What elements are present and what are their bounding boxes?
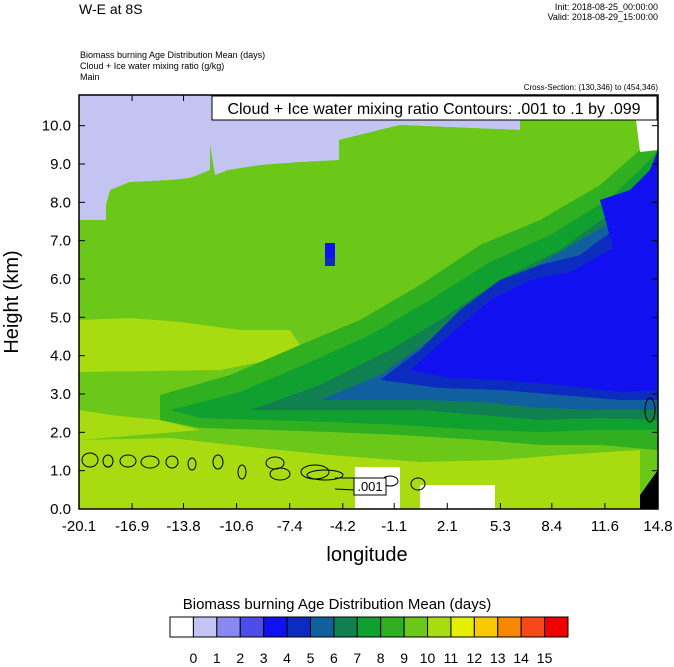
y-axis-tick-labels: 0.0 1.0 2.0 3.0 4.0 5.0 6.0 7.0 8.0 9.0 10.0: [42, 118, 71, 518]
y-tick-label: 7.0: [50, 233, 71, 250]
colorbar-swatch: [263, 616, 288, 638]
contour-label: .001: [357, 479, 382, 494]
colorbar-swatch: [286, 616, 311, 638]
y-tick-label: 0.0: [50, 501, 71, 518]
contour-info-box: [211, 95, 658, 121]
valid-time: Valid: 2018-08-29_15:00:00: [547, 12, 658, 22]
x-tick-label: 11.6: [591, 518, 619, 535]
colorbar-title: Biomass burning Age Distribution Mean (d…: [182, 596, 492, 613]
y-tick-label: 5.0: [50, 309, 71, 326]
y-axis-label: Height (km): [1, 250, 23, 353]
colorbar-swatch: [192, 616, 218, 638]
colorbar-swatch: [380, 616, 405, 638]
colorbar-swatch: [427, 616, 452, 638]
contour-label-box: [353, 477, 387, 496]
x-tick-label: 8.4: [541, 518, 562, 535]
colorbar-label: 5: [306, 650, 315, 666]
colorbar-swatch: [169, 616, 194, 638]
colorbar-swatch: [239, 616, 265, 638]
colorbar-label: 2: [236, 650, 245, 666]
colorbar-swatch: [356, 616, 382, 638]
y-tick-label: 9.0: [50, 156, 71, 173]
colorbar-swatch: [309, 616, 335, 638]
field-description-1: Biomass burning Age Distribution Mean (d…: [80, 50, 266, 60]
x-tick-label: -16.9: [115, 518, 149, 535]
x-tick-label: 5.3: [490, 518, 511, 535]
y-tick-label: 2.0: [50, 424, 71, 441]
colorbar-label: 4: [283, 650, 291, 666]
y-tick-label: 3.0: [50, 386, 71, 403]
cross-section-label: Cross-Section: (130,346) to (454,346): [523, 83, 658, 92]
colorbar-label: 8: [376, 650, 385, 666]
colorbar-label: 9: [400, 650, 409, 666]
contour-info: Cloud + Ice water mixing ratio Contours:…: [227, 101, 640, 118]
colorbar-label: 3: [259, 650, 268, 666]
colorbar-swatch: [473, 616, 499, 638]
y-tick-label: 8.0: [50, 194, 71, 211]
x-tick-label: -4.2: [330, 518, 356, 535]
y-tick-label: 10.0: [42, 118, 71, 135]
colorbar-label: 12: [466, 650, 483, 666]
colorbar-label: 7: [353, 650, 362, 666]
x-axis-tick-labels: -20.1 -16.9 -13.8 -10.6 -7.4 -4.2 -1.1 2.1 5.3 8.…: [62, 518, 673, 535]
y-tick-label: 4.0: [50, 348, 71, 365]
colorbar-label: 6: [329, 650, 338, 666]
init-time: Init: 2018-08-25_00:00:00: [554, 2, 658, 12]
colorbar: [169, 616, 569, 638]
x-tick-label: -1.1: [381, 518, 407, 535]
y-tick-label: 1.0: [50, 463, 71, 480]
x-tick-label: -7.4: [277, 518, 303, 535]
colorbar-swatch: [497, 616, 522, 638]
colorbar-swatch: [333, 616, 358, 638]
colorbar-label: 0: [189, 650, 198, 666]
colorbar-label: 1: [212, 650, 221, 666]
x-tick-label: -20.1: [62, 518, 96, 535]
x-tick-label: 2.1: [437, 518, 458, 535]
colorbar-label: 13: [489, 650, 506, 666]
colorbar-label: 11: [443, 650, 459, 666]
plot-title: W-E at 8S: [79, 1, 143, 17]
y-tick-label: 6.0: [50, 271, 71, 288]
colorbar-swatch: [403, 616, 429, 638]
colorbar-labels: 0 1 2 3 4 5 6 7 8 9 10 11 12 13 14 15: [170, 650, 568, 666]
colorbar-label: 15: [536, 650, 553, 666]
x-tick-label: -10.6: [220, 518, 254, 535]
x-tick-label: 14.8: [643, 518, 672, 535]
colorbar-swatch: [520, 616, 546, 638]
field-description-2: Cloud + Ice water mixing ratio (g/kg): [80, 61, 225, 71]
x-tick-label: -13.8: [166, 518, 200, 535]
x-axis-label: longitude: [326, 544, 407, 566]
colorbar-swatch: [450, 616, 475, 638]
plot-frame: [78, 94, 659, 510]
colorbar-swatch: [544, 616, 569, 638]
colorbar-label: 14: [513, 650, 529, 666]
colorbar-label: 10: [419, 650, 436, 666]
filled-field: [79, 95, 658, 509]
field-description-3: Main: [80, 72, 100, 82]
colorbar-swatch: [216, 616, 241, 638]
